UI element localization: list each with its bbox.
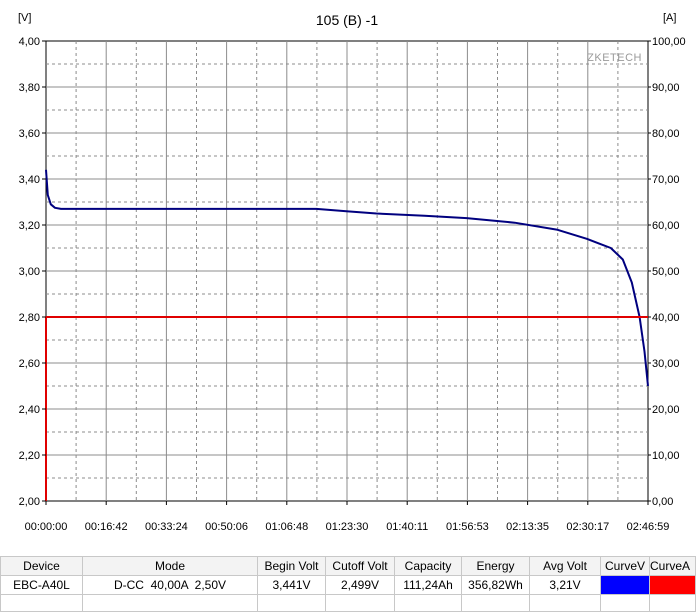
- y-left-tick-label: 2,60: [19, 358, 40, 370]
- voltage-series-line: [45, 169, 649, 387]
- header-device: Device: [0, 556, 83, 576]
- x-tick-label: 00:16:42: [85, 521, 128, 533]
- y-left-tick-label: 3,20: [19, 220, 40, 232]
- y-right-tick-label: 40,00: [652, 312, 680, 324]
- header-energy: Energy: [461, 556, 530, 576]
- watermark-brand: ZKETECH: [587, 52, 642, 64]
- x-tick-label: 00:33:24: [145, 521, 188, 533]
- table-row[interactable]: EBC-A40L D-CC 40,00A 2,50V 3,441V 2,499V…: [0, 575, 696, 595]
- x-tick-label: 01:06:48: [265, 521, 308, 533]
- header-curve-a: CurveA: [649, 556, 696, 576]
- header-begin-volt: Begin Volt: [257, 556, 326, 576]
- curve-v-swatch[interactable]: [600, 575, 650, 595]
- y-right-tick-label: 100,00: [652, 36, 686, 48]
- y-left-tick-label: 3,80: [19, 82, 40, 94]
- y-left-tick-label: 2,40: [19, 404, 40, 416]
- cell-cutoff-volt: 2,499V: [325, 575, 395, 595]
- y-left-tick-label: 2,20: [19, 450, 40, 462]
- discharge-chart: 4,00 3,80 3,60 3,40 3,20 3,00 2,80 2,60 2,40 2,20…: [18, 12, 686, 533]
- chart-title: 105 (B) -1: [316, 12, 378, 28]
- header-avg-volt: Avg Volt: [529, 556, 601, 576]
- cell-energy: 356,82Wh: [461, 575, 530, 595]
- y-right-tick-label: 90,00: [652, 82, 680, 94]
- y-left-tick-label: 3,00: [19, 266, 40, 278]
- y-left-unit-label: [V]: [18, 12, 31, 24]
- header-mode: Mode: [82, 556, 258, 576]
- grid: [46, 41, 648, 501]
- y-right-unit-label: [A]: [663, 12, 676, 24]
- table-header-row: Device Mode Begin Volt Cutoff Volt Capac…: [0, 556, 696, 576]
- y-left-tick-label: 4,00: [19, 36, 40, 48]
- x-tick-label: 01:56:53: [446, 521, 489, 533]
- header-curve-v: CurveV: [600, 556, 650, 576]
- y-right-tick-label: 70,00: [652, 174, 680, 186]
- y-left-tick-label: 2,80: [19, 312, 40, 324]
- cell-begin-volt: 3,441V: [257, 575, 326, 595]
- header-cutoff-volt: Cutoff Volt: [325, 556, 395, 576]
- cell-device: EBC-A40L: [0, 575, 83, 595]
- y-right-tick-label: 10,00: [652, 450, 680, 462]
- y-left-tick-label: 2,00: [19, 496, 40, 508]
- table-empty-row: [0, 594, 696, 612]
- header-capacity: Capacity: [394, 556, 462, 576]
- cell-capacity: 111,24Ah: [394, 575, 462, 595]
- x-tick-label: 01:40:11: [386, 521, 428, 533]
- axis-layer: 4,00 3,80 3,60 3,40 3,20 3,00 2,80 2,60 2,40 2,20…: [19, 36, 686, 533]
- cell-avg-volt: 3,21V: [529, 575, 601, 595]
- x-tick-label: 02:13:35: [506, 521, 549, 533]
- x-tick-label: 00:50:06: [205, 521, 248, 533]
- x-tick-label: 02:30:17: [566, 521, 609, 533]
- results-table: Device Mode Begin Volt Cutoff Volt Capac…: [0, 556, 696, 612]
- y-left-tick-label: 3,40: [19, 174, 40, 186]
- x-tick-label: 00:00:00: [25, 521, 68, 533]
- x-tick-label: 01:23:30: [326, 521, 369, 533]
- cell-mode: D-CC 40,00A 2,50V: [82, 575, 258, 595]
- x-tick-label: 02:46:59: [627, 521, 670, 533]
- y-right-tick-label: 0,00: [652, 496, 673, 508]
- curve-a-swatch[interactable]: [649, 575, 696, 595]
- y-right-tick-label: 60,00: [652, 220, 680, 232]
- y-right-tick-label: 20,00: [652, 404, 680, 416]
- y-right-tick-label: 30,00: [652, 358, 680, 370]
- y-right-tick-label: 80,00: [652, 128, 680, 140]
- y-right-tick-label: 50,00: [652, 266, 680, 278]
- y-left-tick-label: 3,60: [19, 128, 40, 140]
